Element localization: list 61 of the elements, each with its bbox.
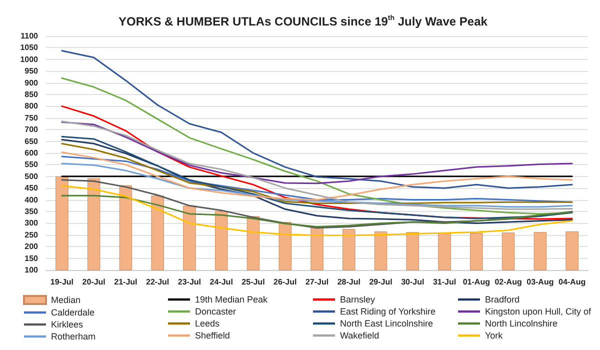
y-tick-label: 300: [24, 218, 39, 228]
y-tick-label: 600: [24, 148, 39, 158]
x-tick-label: 23-Jul: [178, 278, 202, 286]
legend-label: East Riding of Yorkshire: [340, 306, 436, 316]
x-tick-label: 26-Jul: [274, 278, 297, 286]
x-tick-label: 01-Aug: [462, 278, 490, 286]
legend-label: North East Lincolnshire: [340, 318, 434, 328]
y-tick-label: 800: [24, 102, 39, 111]
x-tick-label: 28-Jul: [337, 278, 360, 286]
x-tick-label: 24-Jul: [210, 278, 233, 286]
x-tick-label: 03-Aug: [526, 278, 554, 286]
y-tick-label: 1100: [20, 32, 39, 40]
y-tick-label: 1000: [20, 54, 39, 64]
x-tick-label: 31-Jul: [432, 278, 456, 286]
x-tick-label: 22-Jul: [146, 278, 170, 286]
legend-label: Wakefield: [340, 330, 380, 340]
legend-label: York: [485, 330, 504, 340]
y-tick-label: 150: [24, 254, 39, 263]
line-series: [61, 194, 573, 228]
line-series: [61, 50, 573, 189]
y-tick-label: 1050: [20, 43, 39, 52]
line-series: [61, 121, 573, 184]
legend-label: Median: [51, 295, 81, 305]
y-tick-label: 500: [24, 172, 39, 181]
line-series: [61, 120, 573, 210]
y-tick-label: 700: [24, 125, 39, 134]
legend-label: Calderdale: [51, 308, 95, 318]
y-tick-label: 900: [24, 78, 39, 88]
line-series: [61, 142, 573, 204]
legend-label: Kingston upon Hull, City of: [485, 306, 592, 316]
x-tick-label: 04-Aug: [558, 278, 586, 286]
x-tick-label: 19-Jul: [50, 278, 74, 286]
y-tick-label: 550: [24, 160, 39, 170]
legend-label: Rotherham: [51, 332, 96, 342]
line-series: [61, 185, 573, 236]
y-tick-label: 350: [24, 207, 39, 216]
legend-label: Leeds: [195, 318, 220, 328]
y-tick-label: 450: [24, 184, 39, 193]
x-tick-label: 25-Jul: [242, 278, 265, 286]
x-tick-label: 20-Jul: [82, 278, 106, 286]
y-tick-label: 400: [24, 195, 39, 204]
y-tick-label: 750: [24, 113, 39, 122]
legend-label: Bradford: [485, 294, 520, 304]
legend-label: Sheffield: [195, 330, 230, 340]
legend-label: Barnsley: [340, 294, 376, 304]
y-tick-label: 100: [24, 266, 39, 274]
x-tick-label: 30-Jul: [401, 278, 424, 286]
y-tick-label: 200: [24, 242, 39, 252]
legend-label: Doncaster: [195, 306, 236, 316]
x-tick-label: 21-Jul: [114, 278, 138, 286]
line-series: [61, 162, 573, 208]
y-tick-label: 950: [24, 66, 39, 76]
x-tick-label: 02-Aug: [494, 278, 522, 286]
y-tick-label: 850: [24, 90, 39, 99]
y-tick-label: 250: [24, 230, 39, 240]
x-tick-label: 27-Jul: [305, 278, 329, 286]
y-tick-label: 650: [24, 136, 39, 146]
legend-label: Kirklees: [51, 320, 84, 330]
legend-label: North Lincolnshire: [485, 318, 558, 328]
x-tick-label: 29-Jul: [369, 278, 392, 286]
legend-label: 19th Median Peak: [195, 294, 268, 304]
